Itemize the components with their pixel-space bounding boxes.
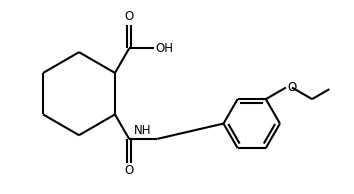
Text: NH: NH bbox=[134, 124, 152, 137]
Text: O: O bbox=[287, 81, 297, 94]
Text: O: O bbox=[125, 165, 134, 178]
Text: OH: OH bbox=[155, 42, 173, 55]
Text: O: O bbox=[125, 10, 134, 23]
